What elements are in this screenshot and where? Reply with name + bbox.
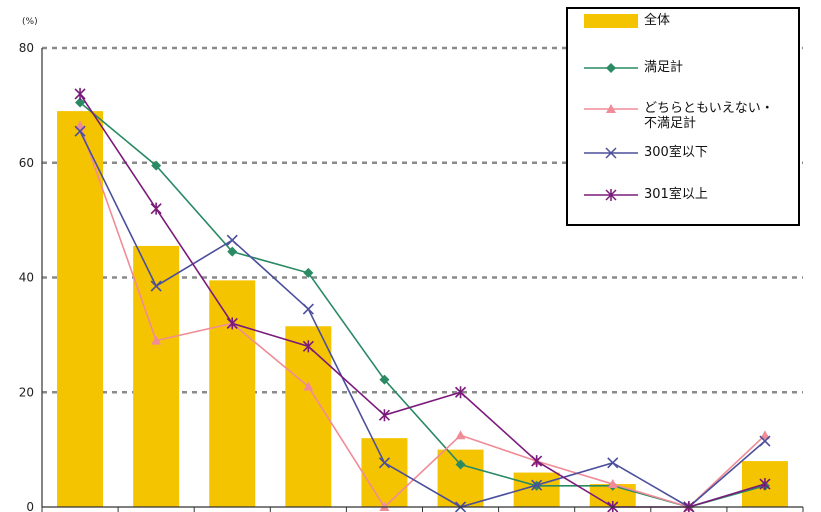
bar bbox=[57, 111, 104, 508]
bar bbox=[285, 326, 332, 507]
bar-series bbox=[57, 111, 788, 508]
point-diamond bbox=[303, 267, 314, 278]
point-x bbox=[378, 457, 391, 469]
point-diamond bbox=[379, 374, 390, 385]
legend-swatch-diamond bbox=[584, 63, 638, 73]
series-line bbox=[79, 130, 766, 508]
legend-swatch-triangle bbox=[584, 104, 638, 113]
point-triangle bbox=[759, 430, 770, 440]
point-x bbox=[607, 457, 619, 469]
legend-label: 満足計 bbox=[644, 60, 684, 75]
point-x bbox=[531, 479, 543, 491]
point-triangle bbox=[455, 430, 466, 440]
bar bbox=[133, 245, 180, 507]
legend-swatch-bar bbox=[584, 14, 638, 28]
point-asterisk bbox=[74, 87, 86, 100]
y-tick-label: 0 bbox=[26, 500, 34, 512]
y-tick-label: 40 bbox=[19, 271, 34, 285]
legend-label: 全体 bbox=[644, 13, 671, 28]
point-asterisk bbox=[226, 317, 238, 330]
point-x bbox=[302, 303, 314, 315]
point-diamond bbox=[227, 246, 238, 257]
point-triangle bbox=[151, 335, 162, 345]
point-diamond bbox=[455, 459, 466, 470]
point-asterisk bbox=[302, 340, 314, 353]
legend-swatch-x bbox=[584, 147, 638, 159]
legend-label: 301室以上 bbox=[644, 187, 708, 202]
point-asterisk bbox=[378, 409, 391, 422]
legend-swatch-asterisk bbox=[584, 189, 638, 201]
point-diamond bbox=[151, 160, 162, 171]
point-x bbox=[74, 125, 86, 137]
point-asterisk bbox=[759, 478, 771, 491]
point-triangle bbox=[607, 479, 618, 489]
series-line bbox=[79, 125, 766, 509]
legend-label: どちらともいえない・ 不満足計 bbox=[644, 101, 774, 131]
point-x bbox=[226, 234, 238, 246]
point-asterisk bbox=[454, 386, 467, 399]
point-triangle bbox=[75, 120, 86, 130]
bar bbox=[209, 280, 256, 507]
point-asterisk bbox=[150, 202, 162, 215]
point-x bbox=[759, 435, 771, 447]
legend: 全体 満足計 どちらともいえない・ 不満足計 300室以下 301室以上 bbox=[566, 7, 800, 226]
y-tick-label: 20 bbox=[19, 385, 34, 399]
point-triangle bbox=[303, 381, 314, 391]
y-tick-label: 60 bbox=[19, 156, 34, 170]
y-unit-label: (%) bbox=[22, 17, 38, 27]
point-x bbox=[150, 280, 162, 292]
line-series bbox=[74, 87, 771, 512]
y-tick-label: 80 bbox=[19, 41, 34, 55]
axes: 0 20 40 60 80 (%) bbox=[19, 17, 804, 512]
point-asterisk bbox=[531, 455, 543, 468]
series-line bbox=[79, 101, 766, 508]
legend-label: 300室以下 bbox=[644, 145, 708, 160]
point-diamond bbox=[75, 97, 86, 108]
